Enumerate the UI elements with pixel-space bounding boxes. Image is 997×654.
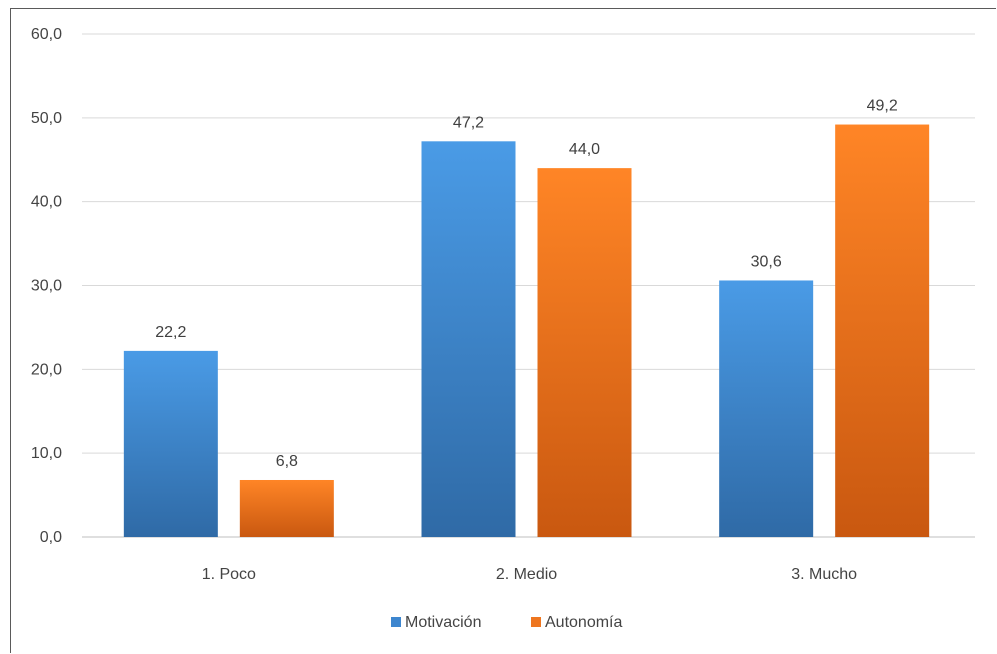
bar-motivacion	[421, 141, 516, 537]
bar-autonomia	[537, 168, 632, 537]
data-label: 30,6	[751, 253, 782, 270]
bar-motivacion	[123, 350, 218, 537]
y-tick-label: 20,0	[31, 361, 62, 378]
y-tick-label: 30,0	[31, 278, 62, 295]
data-label: 44,0	[569, 141, 600, 158]
y-tick-label: 50,0	[31, 110, 62, 127]
data-label: 49,2	[867, 98, 898, 115]
legend-label: Motivación	[405, 614, 481, 631]
y-tick-label: 40,0	[31, 194, 62, 211]
y-tick-label: 60,0	[31, 26, 62, 43]
data-label: 6,8	[276, 453, 298, 470]
x-tick-label: 2. Medio	[496, 566, 557, 583]
legend: Motivación Autonomía	[391, 614, 622, 631]
bar-autonomia	[835, 124, 930, 537]
legend-label: Autonomía	[545, 614, 622, 631]
bar-autonomia	[239, 479, 334, 537]
y-tick-label: 10,0	[31, 445, 62, 462]
x-axis: 1. Poco 2. Medio 3. Mucho	[202, 566, 857, 583]
legend-swatch	[391, 617, 401, 627]
y-tick-label: 0,0	[40, 529, 62, 546]
bars	[123, 124, 930, 537]
y-axis: 0,0 10,0 20,0 30,0 40,0 50,0 60,0	[31, 26, 62, 546]
bar-motivacion	[719, 280, 814, 537]
data-label: 47,2	[453, 114, 484, 131]
data-label: 22,2	[155, 324, 186, 341]
x-tick-label: 1. Poco	[202, 566, 256, 583]
gridlines	[82, 33, 975, 538]
data-labels: 22,2 6,8 47,2 44,0 30,6 49,2	[155, 98, 898, 470]
x-tick-label: 3. Mucho	[791, 566, 857, 583]
legend-swatch	[531, 617, 541, 627]
